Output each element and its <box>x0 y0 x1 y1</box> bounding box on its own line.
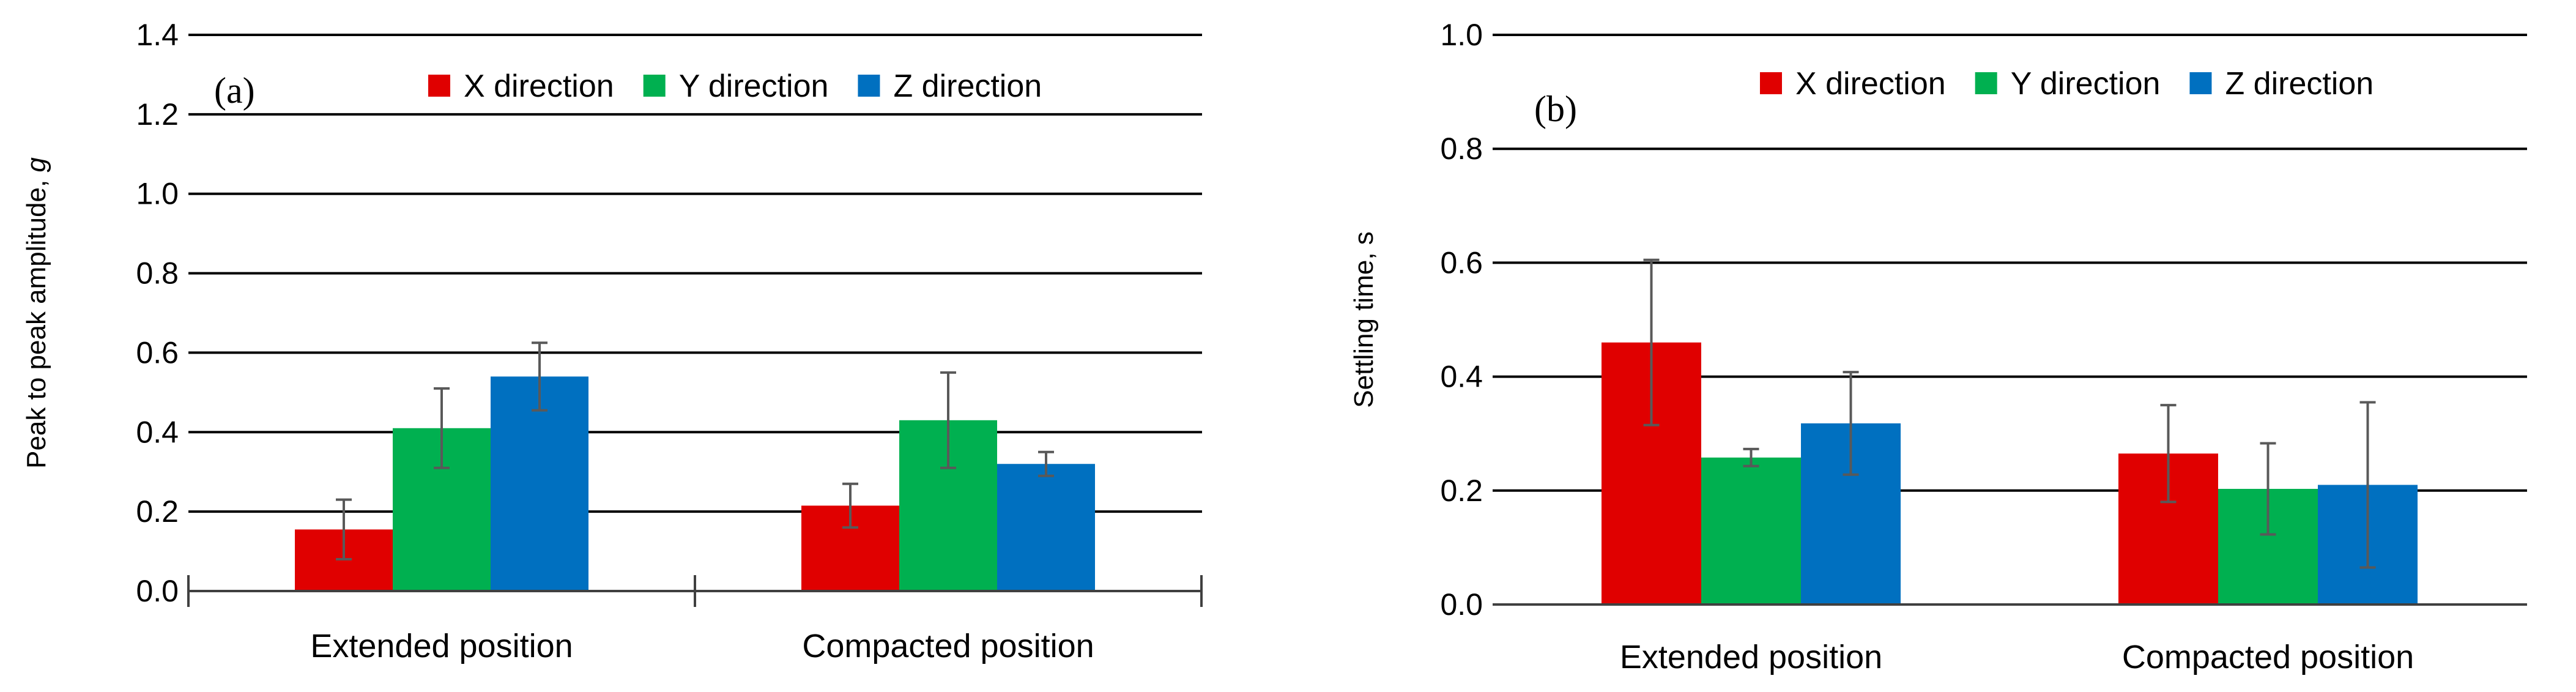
y-tick-label: 0.6 <box>136 335 179 370</box>
x-tick-label: Compacted position <box>2122 639 2414 675</box>
error-bar <box>1743 447 1759 467</box>
bar-y-extended <box>1701 457 1801 605</box>
y-tick-label: 0.4 <box>136 415 179 449</box>
y-tick-label: 1.0 <box>1440 18 1483 52</box>
y-tick-label: 0.0 <box>136 574 179 608</box>
y-axis-label: Peak to peak amplitude, g <box>21 157 51 469</box>
x-tick-label: Compacted position <box>802 628 1094 664</box>
legend-swatch-y-icon <box>1975 72 1997 94</box>
y-tick-label: 1.2 <box>136 97 179 132</box>
chart-panel-b: 0.0 0.2 0.4 0.6 0.8 1.0 Extended position Comp… <box>1349 18 2527 675</box>
error-bar <box>2260 442 2276 536</box>
error-bar <box>1038 450 1054 477</box>
error-bar <box>2359 401 2376 569</box>
y-tick-label: 0.2 <box>136 494 179 529</box>
legend-label-z: Z direction <box>893 69 1042 104</box>
y-axis-label-unit: g <box>21 157 51 173</box>
y-tick-labels: 0.0 0.2 0.4 0.6 0.8 1.0 1.2 1.4 <box>136 18 179 608</box>
error-bar <box>2160 404 2177 504</box>
y-tick-label: 0.6 <box>1440 245 1483 280</box>
error-bars <box>1643 258 2376 569</box>
error-bars <box>336 341 1054 561</box>
y-tick-label: 1.0 <box>136 177 179 211</box>
y-tick-label: 0.8 <box>1440 132 1483 166</box>
legend-swatch-x-icon <box>1760 72 1782 94</box>
error-bar <box>532 341 547 412</box>
error-bar <box>1643 258 1660 426</box>
y-tick-labels: 0.0 0.2 0.4 0.6 0.8 1.0 <box>1440 18 1483 622</box>
legend: X direction Y direction Z direction <box>1760 66 2374 102</box>
bar-z-compacted <box>997 464 1095 591</box>
x-tick-labels: Extended position Compacted position <box>1620 639 2414 675</box>
y-tick-label: 0.0 <box>1440 587 1483 622</box>
error-bar <box>336 498 352 561</box>
y-axis-label: Settling time, s <box>1349 231 1379 408</box>
y-axis-label-main: Peak to peak amplitude, <box>21 173 51 469</box>
legend-swatch-z-icon <box>2189 72 2212 94</box>
chart-panel-a: 0.0 0.2 0.4 0.6 0.8 1.0 1.2 1.4 Extended positi… <box>21 18 1203 664</box>
error-bar <box>842 482 858 529</box>
legend-label-z: Z direction <box>2225 66 2374 102</box>
gridlines <box>188 34 1202 513</box>
legend-label-x: X direction <box>464 69 614 104</box>
y-tick-label: 0.8 <box>136 256 179 291</box>
bar-z-extended <box>491 376 588 591</box>
x-tick-label: Extended position <box>310 628 573 664</box>
y-tick-label: 1.4 <box>136 18 179 52</box>
y-tick-label: 0.4 <box>1440 360 1483 394</box>
x-tick-label: Extended position <box>1620 639 1882 675</box>
error-bar <box>940 371 956 469</box>
legend-swatch-z-icon <box>858 75 880 97</box>
error-bar <box>1843 371 1859 476</box>
bar-marks <box>1602 342 2418 605</box>
x-tick-labels: Extended position Compacted position <box>310 628 1094 664</box>
error-bar <box>434 387 450 469</box>
bar-marks <box>295 376 1095 591</box>
y-axis-label-main: Settling time, s <box>1349 231 1379 408</box>
axes <box>187 575 1203 607</box>
legend-label-y: Y direction <box>2011 66 2161 102</box>
legend-label-y: Y direction <box>679 69 829 104</box>
panel-label: (b) <box>1534 89 1577 129</box>
panel-label: (a) <box>214 70 255 111</box>
legend-swatch-x-icon <box>428 75 450 97</box>
legend: X direction Y direction Z direction <box>428 69 1042 104</box>
legend-label-x: X direction <box>1795 66 1946 102</box>
y-tick-label: 0.2 <box>1440 474 1483 508</box>
legend-swatch-y-icon <box>643 75 666 97</box>
